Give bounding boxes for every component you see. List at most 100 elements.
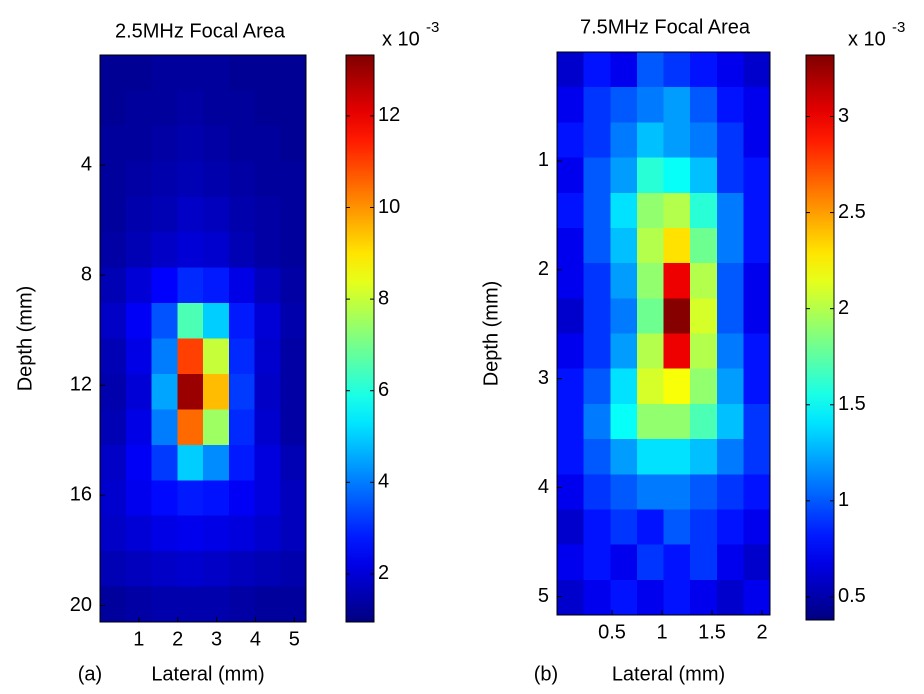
heatmap-cell <box>177 55 204 91</box>
heatmap-cell <box>151 444 178 481</box>
heatmap-cell <box>690 157 718 194</box>
heatmap-cell <box>177 267 204 304</box>
heatmap-cell <box>690 333 718 370</box>
heatmap-cell <box>280 409 307 446</box>
heatmap-cell <box>177 125 204 162</box>
heatmap-cell <box>228 196 255 233</box>
heatmap-cell <box>690 192 718 229</box>
heatmap-cell <box>100 515 127 552</box>
heatmap-cell <box>743 439 771 475</box>
heatmap-cell <box>100 373 127 410</box>
heatmap-cell <box>177 338 204 375</box>
heatmap-cell <box>610 368 638 405</box>
heatmap-cell <box>100 55 127 91</box>
heatmap-cell <box>636 122 664 159</box>
heatmap-cell <box>610 579 638 616</box>
heatmap-cell <box>743 157 771 194</box>
heatmap-cell <box>228 586 255 623</box>
heatmap-cell <box>557 509 585 546</box>
heatmap-cell <box>280 480 307 517</box>
y-tick-label: 1 <box>538 149 549 171</box>
heatmap-cell <box>151 196 178 233</box>
heatmap-cell <box>557 403 585 440</box>
heatmap-cell <box>610 403 638 440</box>
heatmap-cell <box>100 267 127 304</box>
heatmap-cell <box>610 474 638 510</box>
colorbar-tick-label: 10 <box>378 196 400 218</box>
heatmap-cell <box>663 52 691 88</box>
heatmap-cell <box>743 333 771 370</box>
heatmap-cell <box>583 298 611 334</box>
heatmap-cell <box>716 157 744 194</box>
heatmap-cell <box>203 373 230 410</box>
heatmap-cell <box>690 298 718 334</box>
heatmap-cell <box>743 192 771 229</box>
colorbar-tick-label: 4 <box>378 471 389 493</box>
heatmap-cell <box>557 579 585 616</box>
heatmap-cell <box>557 263 585 299</box>
y-axis-label: Depth (mm) <box>480 281 502 387</box>
y-tick-label: 20 <box>70 594 92 616</box>
heatmap-cell <box>610 333 638 370</box>
y-axis-label: Depth (mm) <box>14 286 36 392</box>
heatmap-cell <box>203 515 230 552</box>
heatmap-cell <box>610 87 638 123</box>
heatmap-cell <box>690 368 718 405</box>
heatmap-cell <box>743 87 771 123</box>
chart-title: 7.5MHz Focal Area <box>580 16 751 38</box>
heatmap-cell <box>151 515 178 552</box>
heatmap-cell <box>254 409 281 446</box>
panel-label: (a) <box>78 663 102 685</box>
colorbar-tick-label: 2.5 <box>838 201 866 223</box>
x-tick-label: 1 <box>133 628 144 650</box>
heatmap-cell <box>177 196 204 233</box>
heatmap-cell <box>690 52 718 88</box>
heatmap-cell <box>203 161 230 198</box>
heatmap-cell <box>228 161 255 198</box>
heatmap-cell <box>636 403 664 440</box>
heatmap-cell <box>203 55 230 91</box>
heatmap-cell <box>100 90 127 127</box>
heatmap-cell <box>610 439 638 475</box>
heatmap-cell <box>100 480 127 517</box>
heatmap-cell <box>610 263 638 299</box>
heatmap-cell <box>254 551 281 588</box>
heatmap-cell <box>716 87 744 123</box>
heatmap-cell <box>690 579 718 616</box>
x-tick-label: 3 <box>211 628 222 650</box>
heatmap-cell <box>177 409 204 446</box>
heatmap-cell <box>583 509 611 546</box>
heatmap-cell <box>125 232 152 269</box>
heatmap-cell <box>177 303 204 339</box>
colorbar-exponent: -3 <box>426 19 439 36</box>
x-tick-label: 5 <box>289 628 300 650</box>
heatmap-cell <box>636 368 664 405</box>
heatmap-cell <box>228 303 255 339</box>
heatmap-cell <box>254 196 281 233</box>
heatmap-cell <box>228 338 255 375</box>
x-tick-label: 1.5 <box>698 621 726 643</box>
heatmap-cell <box>254 161 281 198</box>
heatmap-cell <box>583 544 611 581</box>
heatmap-cell <box>228 373 255 410</box>
heatmap-cell <box>743 263 771 299</box>
heatmap-cell <box>177 515 204 552</box>
heatmap-cell <box>690 474 718 510</box>
heatmap-cell <box>636 263 664 299</box>
heatmap-cell <box>583 368 611 405</box>
heatmap-cell <box>743 52 771 88</box>
heatmap-cell <box>151 303 178 339</box>
heatmap-cell <box>743 368 771 405</box>
y-tick-label: 16 <box>70 484 92 506</box>
heatmap-cell <box>151 267 178 304</box>
heatmap-cell <box>254 55 281 91</box>
heatmap-cell <box>663 439 691 475</box>
heatmap-cell <box>228 551 255 588</box>
heatmap-cell <box>743 298 771 334</box>
heatmap-cell <box>177 90 204 127</box>
x-tick-label: 1 <box>656 621 667 643</box>
heatmap-cell <box>557 52 585 88</box>
heatmap-cell <box>743 544 771 581</box>
heatmap-cell <box>125 373 152 410</box>
heatmap-cell <box>610 509 638 546</box>
